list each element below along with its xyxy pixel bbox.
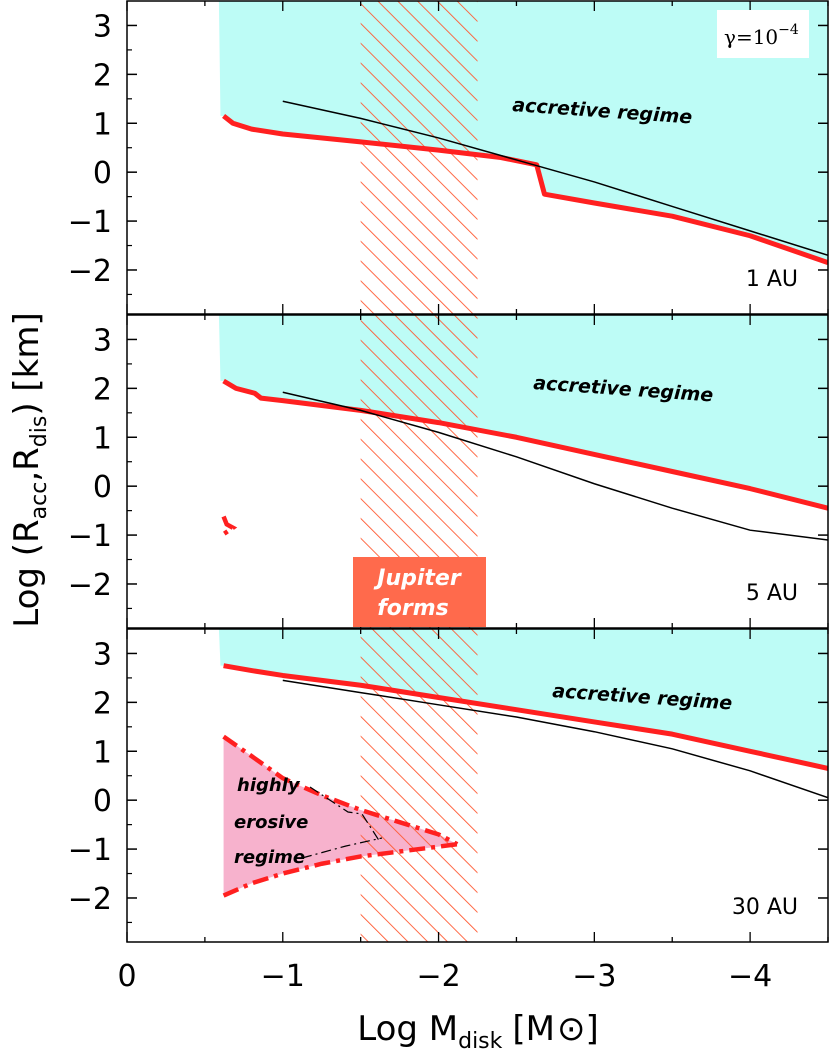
- y-tick-label-panel-2: 2: [93, 372, 112, 407]
- y-tick-label-panel-3: 3: [93, 637, 112, 672]
- y-tick-label-panel-2: −2: [68, 568, 112, 603]
- jupiter-callout-line2: forms: [377, 596, 449, 621]
- au-label-panel-2: 5 AU: [746, 581, 798, 606]
- erosive-label: highly erosive regime: [234, 775, 383, 868]
- y-tick-label-panel-1: −2: [68, 254, 112, 289]
- y-tick-label-panel-3: 0: [93, 784, 112, 819]
- y-tick-label-panel-3: 1: [93, 735, 112, 770]
- accretive-region-panel-2: [218, 315, 828, 509]
- x-axis-title: Log Mdisk [M⊙]: [357, 1009, 599, 1053]
- accretion-curve-panel-3: [223, 663, 828, 771]
- erosive-region: [223, 736, 458, 896]
- erosive-label-line3: regime: [234, 847, 305, 868]
- disruption-curve-panel-2: [282, 391, 828, 541]
- disruption-curve-panel-1: [282, 100, 828, 257]
- y-axis-title: Log (Racc,Rdis) [km]: [7, 312, 52, 628]
- erosive-label-line2: erosive: [234, 812, 308, 833]
- x-tick-label: 0: [117, 959, 136, 994]
- x-tick-label: −2: [416, 959, 460, 994]
- x-tick-label: −4: [728, 959, 772, 994]
- panel-frame-2: [126, 314, 829, 629]
- jupiter-callout-box: [353, 557, 486, 627]
- gamma-box: γ=10−4: [717, 10, 809, 58]
- disruption-curve-panel-3: [282, 679, 828, 799]
- erosive-boundary-2-panel-3: [222, 734, 459, 847]
- jupiter-hatch-band-panel-3: [360, 629, 478, 942]
- erosive-label-line1: highly: [237, 775, 301, 796]
- jupiter-callout-line1: Jupiter: [373, 566, 462, 591]
- y-tick-label-panel-2: 1: [93, 421, 112, 456]
- erosive-region-layer: [223, 736, 458, 896]
- jupiter-callout: Jupiter forms: [353, 557, 486, 627]
- y-tick-label-panel-1: 1: [93, 107, 112, 142]
- au-label-panel-1: 1 AU: [746, 267, 798, 292]
- y-tick-label-panel-1: 0: [93, 156, 112, 191]
- jupiter-hatch-band-panel-1: [360, 1, 478, 314]
- erosive-boundary-2-panel-2: [221, 515, 238, 536]
- erosive-pointer-upper: [309, 786, 381, 843]
- sun-symbol: ⊙: [557, 1009, 586, 1049]
- panel-frame-1: [126, 0, 829, 315]
- accretion-curve-panel-2: [222, 378, 828, 511]
- panel-frame-3: [126, 628, 829, 943]
- au-label-panel-3: 30 AU: [732, 895, 798, 920]
- jupiter-hatch-layer: [360, 1, 478, 942]
- x-tick-label: −3: [572, 959, 616, 994]
- y-tick-label-panel-3: 2: [93, 686, 112, 721]
- y-tick-label-panel-3: −2: [68, 882, 112, 917]
- y-tick-label-panel-1: 2: [93, 58, 112, 93]
- accretion-curve-panel-1: [222, 113, 828, 266]
- y-tick-label-panel-2: 0: [93, 470, 112, 505]
- gamma-base: γ=10: [724, 25, 778, 49]
- gamma-exponent: −4: [778, 22, 799, 38]
- erosive-boundary-3-panel-3: [222, 841, 458, 898]
- y-tick-label-panel-2: −1: [68, 519, 112, 554]
- x-tick-label: −1: [261, 959, 305, 994]
- y-tick-label-panel-2: 3: [93, 323, 112, 358]
- y-tick-label-panel-3: −1: [68, 833, 112, 868]
- y-tick-label-panel-1: −1: [68, 205, 112, 240]
- series-lines-layer: [221, 100, 828, 898]
- y-tick-label-panel-1: 3: [93, 9, 112, 44]
- svg-text:γ=10−4: γ=10−4: [724, 22, 799, 49]
- erosive-pointer-lower: [301, 837, 383, 859]
